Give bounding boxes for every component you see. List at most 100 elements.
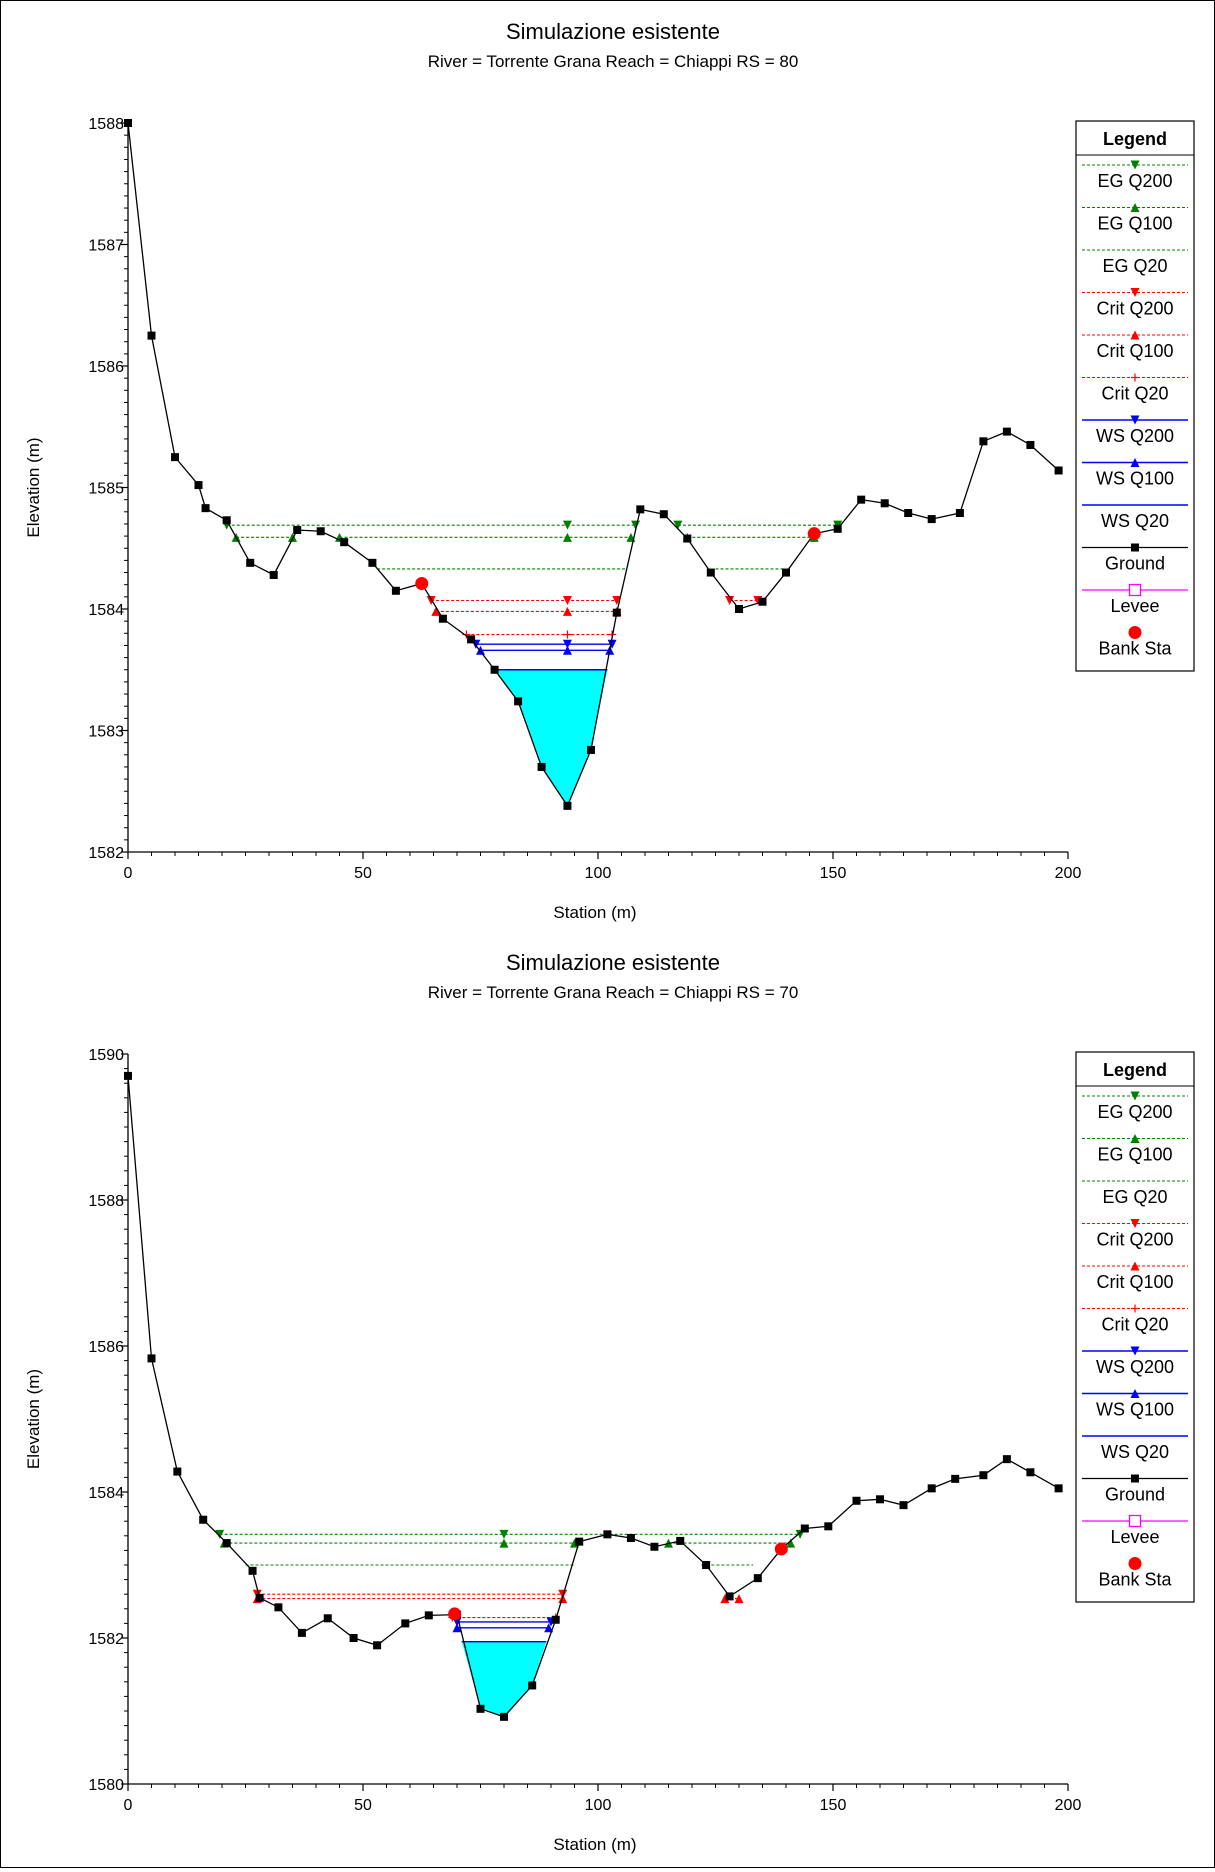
profile-marker-ws-q100 [544, 1623, 554, 1633]
bank-station-point [448, 1607, 462, 1621]
ground-point [951, 1474, 960, 1483]
profile-marker-eg-q100 [288, 532, 297, 542]
ground-point [248, 1566, 257, 1575]
ground-point [758, 597, 767, 606]
profile-marker-mid [562, 520, 572, 530]
legend-marker-ws-q100 [1130, 1389, 1140, 1398]
ground-point [563, 801, 572, 810]
ground-point [438, 614, 447, 623]
legend-item-label: Levee [1110, 596, 1159, 616]
legend-marker-eg-q100 [1130, 1134, 1140, 1143]
ground-point [293, 526, 302, 535]
profile-marker-mid [562, 595, 572, 605]
y-tick-label: 1585 [88, 481, 124, 498]
profile-marker-crit-q200 [612, 595, 622, 605]
legend-item-label: EG Q20 [1102, 256, 1167, 276]
ground-point [1054, 1484, 1063, 1493]
chart-subtitle: River = Torrente Grana Reach = Chiappi R… [428, 983, 799, 1002]
legend-title: Legend [1103, 1060, 1167, 1080]
ground-point [1002, 1455, 1011, 1464]
legend-item-label: Crit Q20 [1101, 1315, 1168, 1335]
legend-item-label: Crit Q200 [1096, 1230, 1173, 1250]
y-axis-label: Elevation (m) [24, 437, 43, 537]
bank-station-point [807, 527, 821, 541]
ground-point [514, 697, 523, 706]
ground-point [373, 1641, 382, 1650]
legend: Legend EG Q200 EG Q100 EG Q20 Crit Q200 Crit … [1075, 120, 1195, 672]
x-tick-label: 50 [354, 865, 372, 882]
ground-point [626, 1533, 635, 1542]
profile-marker-eg-q200 [673, 520, 683, 530]
ground-point [753, 1574, 762, 1583]
legend-item-label: EG Q100 [1097, 214, 1172, 234]
bank-station-point [415, 576, 429, 590]
y-tick-label: 1586 [88, 359, 124, 376]
legend-item-label: WS Q20 [1101, 511, 1169, 531]
ground-point [246, 558, 255, 567]
legend-marker-ground [1131, 1474, 1139, 1483]
ground-point [316, 527, 325, 536]
profile-marker-eg-q200 [215, 1529, 225, 1539]
legend-box [1075, 1051, 1195, 1603]
profile-marker-crit-q200 [725, 595, 735, 605]
legend-item-label: EG Q20 [1102, 1187, 1167, 1207]
legend-item-label: WS Q200 [1096, 426, 1174, 446]
ground-point [1026, 440, 1035, 449]
x-tick-label: 100 [585, 1797, 612, 1814]
legend-marker-eg-q200 [1130, 160, 1140, 170]
ground-point [391, 586, 400, 595]
ground-point [636, 505, 645, 514]
ground-line [127, 122, 1060, 808]
ground-point [171, 453, 179, 462]
ground-point [782, 568, 790, 577]
legend-item-label: Ground [1105, 554, 1165, 574]
y-tick-label: 1580 [88, 1777, 124, 1794]
ground-point [194, 481, 203, 490]
y-tick-label: 1586 [88, 1339, 124, 1356]
x-axis-label: Station (m) [553, 1835, 636, 1854]
legend-item-label: WS Q20 [1101, 1442, 1169, 1462]
legend-item-label: EG Q100 [1097, 1145, 1172, 1165]
ground-point [222, 516, 231, 525]
legend-marker-eg-q200 [1130, 1091, 1140, 1101]
legend-item-label: Crit Q20 [1101, 384, 1168, 404]
ground-point [173, 1467, 182, 1476]
ground-point [476, 1704, 485, 1713]
ground-point [147, 1354, 156, 1363]
y-tick-label: 1587 [88, 238, 124, 255]
ground-point [676, 1536, 685, 1545]
profile-marker-crit-q100 [558, 1594, 568, 1604]
ground-point [857, 495, 866, 504]
profile-marker-mid [562, 606, 572, 616]
y-tick-label: 1584 [88, 602, 124, 619]
legend: Legend EG Q200 EG Q100 EG Q20 Crit Q200 Crit … [1075, 1051, 1195, 1603]
ground-point [255, 1593, 264, 1602]
ground-point [424, 1611, 433, 1620]
legend-marker-ws-q100 [1130, 458, 1140, 467]
ground-point [528, 1681, 537, 1690]
profile-marker-crit-q100 [431, 606, 441, 616]
chart-title: Simulazione esistente [506, 19, 720, 44]
profile-marker-mid [499, 1538, 509, 1548]
y-tick-label: 1582 [88, 845, 124, 862]
ground-point [1054, 466, 1063, 475]
legend-marker-levee [1128, 1514, 1142, 1528]
profile-marker-eg-q100 [786, 1538, 796, 1548]
x-axis-label: Station (m) [553, 903, 636, 922]
ground-point [650, 1542, 659, 1551]
legend-item-label: WS Q100 [1096, 1400, 1174, 1420]
profile-marker-mid [499, 1529, 509, 1539]
legend-item-label: WS Q200 [1096, 1357, 1174, 1377]
ground-line [127, 1075, 1059, 1718]
legend-marker-crit-q100 [1130, 330, 1140, 340]
ground-point [222, 1539, 231, 1548]
legend-item-label: Bank Sta [1098, 639, 1172, 659]
x-tick-label: 200 [1055, 1797, 1082, 1814]
ground-point [500, 1712, 508, 1721]
ground-point [269, 570, 278, 579]
ground-point [852, 1496, 861, 1505]
ground-point [201, 504, 210, 513]
y-tick-label: 1588 [88, 1193, 124, 1210]
profile-marker-ws-q200 [607, 639, 617, 649]
